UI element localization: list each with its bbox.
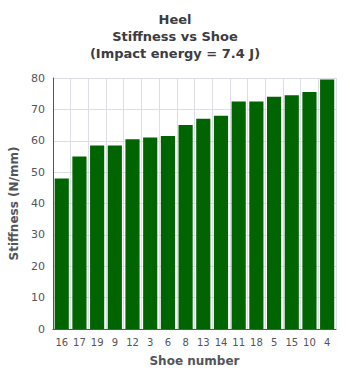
svg-text:15: 15 (285, 337, 298, 348)
svg-text:4: 4 (324, 337, 330, 348)
svg-text:10: 10 (31, 291, 45, 304)
svg-text:6: 6 (165, 337, 171, 348)
svg-text:70: 70 (31, 103, 45, 116)
svg-text:Heel: Heel (159, 12, 192, 27)
svg-text:(Impact energy = 7.4 J): (Impact energy = 7.4 J) (90, 46, 260, 61)
svg-text:20: 20 (31, 260, 45, 273)
svg-text:50: 50 (31, 166, 45, 179)
svg-text:3: 3 (147, 337, 153, 348)
svg-text:10: 10 (303, 337, 316, 348)
svg-text:5: 5 (271, 337, 277, 348)
svg-text:13: 13 (197, 337, 210, 348)
svg-text:8: 8 (182, 337, 188, 348)
svg-text:80: 80 (31, 72, 45, 85)
svg-text:Stiffness vs Shoe: Stiffness vs Shoe (112, 29, 238, 44)
svg-text:19: 19 (91, 337, 104, 348)
svg-text:12: 12 (126, 337, 139, 348)
svg-text:14: 14 (215, 337, 228, 348)
svg-text:17: 17 (73, 337, 86, 348)
svg-text:11: 11 (232, 337, 245, 348)
svg-text:60: 60 (31, 134, 45, 147)
svg-text:Stiffness (N/mm): Stiffness (N/mm) (7, 147, 21, 261)
svg-text:0: 0 (38, 323, 45, 336)
svg-text:18: 18 (250, 337, 263, 348)
svg-text:30: 30 (31, 228, 45, 241)
svg-text:9: 9 (112, 337, 118, 348)
svg-text:Shoe number: Shoe number (149, 354, 239, 368)
svg-text:16: 16 (55, 337, 68, 348)
svg-text:40: 40 (31, 197, 45, 210)
